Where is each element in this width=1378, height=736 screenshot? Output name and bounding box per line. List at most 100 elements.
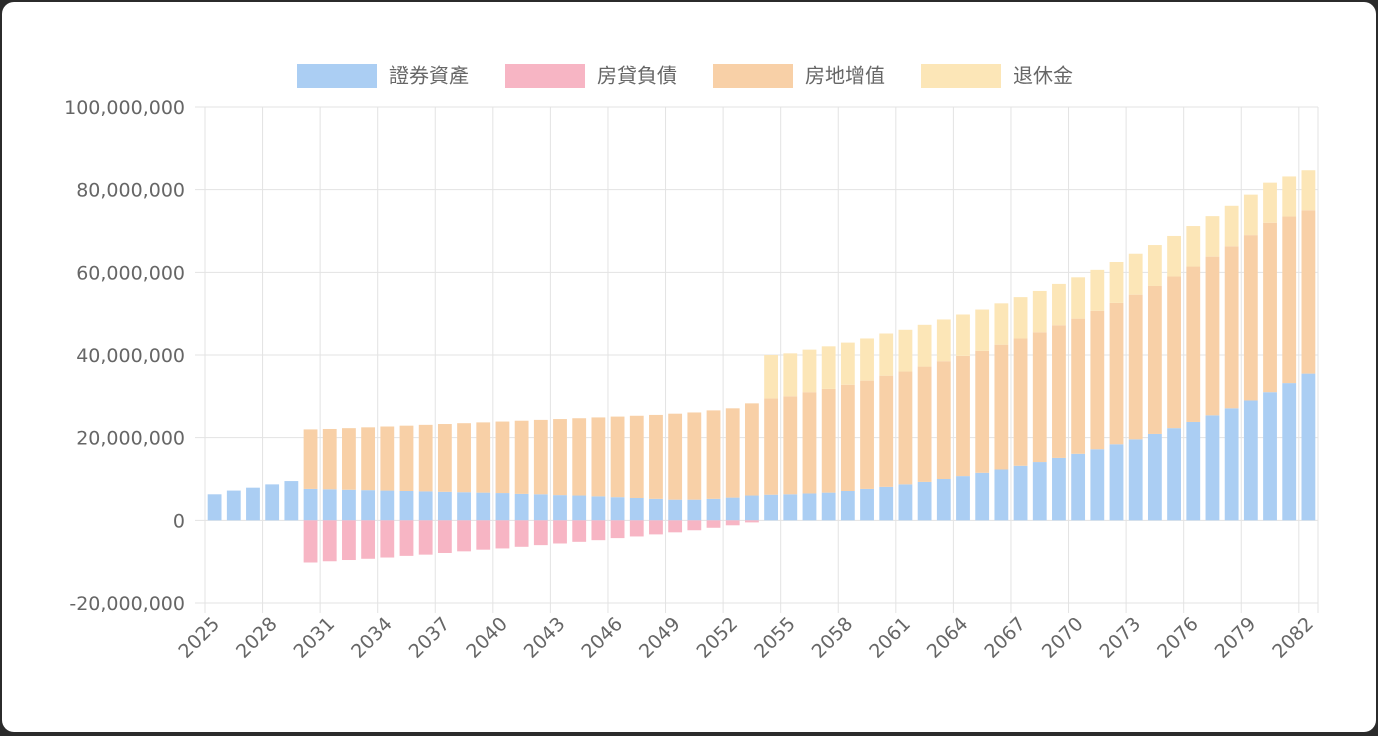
bar <box>706 410 721 499</box>
bar <box>553 495 567 521</box>
bar <box>994 344 1009 470</box>
bar <box>361 427 376 491</box>
bar <box>687 499 702 521</box>
legend-swatch <box>505 64 585 88</box>
bar <box>591 520 606 541</box>
bar <box>322 428 337 490</box>
bar <box>1263 392 1277 521</box>
bar <box>879 486 894 521</box>
bar <box>1013 338 1028 466</box>
bar <box>917 324 932 367</box>
bar <box>418 424 433 492</box>
y-tick-label: 100,000,000 <box>64 97 185 119</box>
bar <box>1109 444 1124 521</box>
legend-swatch <box>921 64 1001 88</box>
x-tick-label: 2025 <box>174 613 224 663</box>
bar <box>226 490 241 521</box>
bar <box>399 425 414 491</box>
bar <box>457 492 471 521</box>
bar <box>725 520 740 526</box>
bar <box>418 520 433 555</box>
legend-label: 退休金 <box>1013 64 1073 88</box>
bar <box>1128 253 1143 295</box>
y-tick-label: 80,000,000 <box>76 180 185 202</box>
bar <box>399 490 414 521</box>
bar <box>1186 226 1201 267</box>
bar <box>380 520 395 558</box>
bar <box>1052 457 1066 521</box>
bar <box>553 419 567 496</box>
x-tick-label: 2028 <box>232 613 282 663</box>
bar <box>994 303 1009 345</box>
bar <box>591 496 606 521</box>
bar <box>457 520 471 552</box>
bar <box>975 472 990 521</box>
bar <box>1071 453 1086 521</box>
bar <box>476 520 491 550</box>
bar <box>649 498 663 521</box>
bar <box>1032 462 1047 521</box>
x-tick-label: 2043 <box>520 613 570 663</box>
bar <box>744 495 759 521</box>
bar <box>1301 210 1316 374</box>
bar <box>533 419 548 495</box>
bar <box>572 520 587 542</box>
bar <box>1109 302 1124 445</box>
x-tick-label: 2052 <box>692 613 742 663</box>
bar <box>917 366 932 482</box>
bar <box>533 520 548 546</box>
bar <box>1128 439 1143 521</box>
bar <box>668 413 683 500</box>
bar <box>821 492 836 521</box>
bar <box>860 338 874 381</box>
bar <box>495 520 510 549</box>
bar <box>476 422 491 493</box>
bar <box>1243 194 1258 236</box>
bar <box>322 520 337 562</box>
bar <box>898 484 913 521</box>
bar <box>917 481 932 521</box>
legend-label: 證券資產 <box>389 64 469 88</box>
bar <box>936 479 951 521</box>
bar <box>572 418 587 496</box>
bar <box>744 520 759 523</box>
bar <box>207 494 222 521</box>
x-tick-label: 2040 <box>462 613 512 663</box>
bar <box>495 493 510 521</box>
bar <box>591 417 606 497</box>
bar <box>1052 325 1066 458</box>
x-tick-label: 2070 <box>1038 613 1088 663</box>
x-tick-label: 2067 <box>980 613 1030 663</box>
bar <box>380 490 395 521</box>
y-tick-label: 60,000,000 <box>76 262 185 284</box>
bar <box>514 493 529 521</box>
bar <box>342 489 356 521</box>
bar <box>879 333 894 376</box>
bar <box>303 429 318 489</box>
bar <box>1282 176 1297 217</box>
y-tick-label: 20,000,000 <box>76 428 185 450</box>
bar <box>706 520 721 528</box>
bar <box>572 495 587 521</box>
bar <box>975 350 990 473</box>
bar <box>1263 222 1277 393</box>
bar <box>629 520 644 537</box>
bar <box>303 488 318 521</box>
bar <box>1147 285 1162 434</box>
bar <box>1167 428 1181 521</box>
y-tick-label: 0 <box>173 510 185 532</box>
bar <box>553 520 567 544</box>
bar <box>1224 408 1239 521</box>
bar <box>783 353 798 397</box>
bar <box>380 426 395 491</box>
bar <box>437 520 452 553</box>
bar <box>265 484 280 521</box>
x-tick-label: 2079 <box>1211 613 1261 663</box>
bar <box>1243 235 1258 401</box>
bar <box>1147 433 1162 521</box>
bar <box>418 491 433 521</box>
bar <box>514 520 529 547</box>
bar <box>1224 246 1239 409</box>
